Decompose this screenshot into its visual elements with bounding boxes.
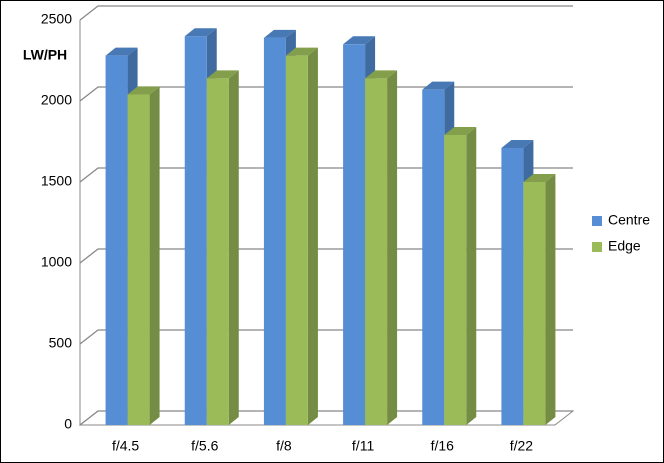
bar-top xyxy=(127,86,160,95)
grid-line xyxy=(79,329,573,345)
bar-top xyxy=(365,70,398,79)
bar-top xyxy=(206,70,239,79)
legend-label: Edge xyxy=(608,238,641,254)
bar xyxy=(206,78,229,425)
bar xyxy=(343,44,366,426)
bar xyxy=(184,36,207,425)
bar-side xyxy=(387,70,398,425)
x-tick-label: f/16 xyxy=(431,438,455,454)
bar-top xyxy=(422,81,455,90)
bar-top xyxy=(501,139,534,148)
bar xyxy=(127,94,150,426)
grid-line xyxy=(79,410,573,426)
bar xyxy=(422,89,445,425)
x-tick-label: f/11 xyxy=(352,438,375,454)
bar-top xyxy=(184,28,217,37)
bar-side xyxy=(149,86,160,426)
grid-line xyxy=(79,248,573,264)
x-tick-label: f/8 xyxy=(276,438,292,454)
y-axis-label: LW/PH xyxy=(23,47,67,63)
bar xyxy=(365,78,388,425)
legend-swatch xyxy=(592,242,602,252)
bar xyxy=(523,182,546,425)
y-tick-label: 500 xyxy=(49,335,73,351)
y-tick-label: 1000 xyxy=(41,254,72,270)
y-tick-label: 0 xyxy=(64,416,72,432)
x-tick-label: f/22 xyxy=(510,438,534,454)
bar xyxy=(501,147,524,426)
grid-line xyxy=(79,5,573,21)
x-tick-label: f/4.5 xyxy=(112,438,139,454)
bar-side xyxy=(307,47,318,425)
y-tick-label: 1500 xyxy=(41,173,72,189)
bar-side xyxy=(228,70,239,425)
grid-line xyxy=(79,167,573,183)
grid-line xyxy=(79,86,573,102)
bar xyxy=(285,55,308,425)
bar xyxy=(105,55,128,425)
y-tick-label: 2000 xyxy=(41,92,72,108)
bar-top xyxy=(285,47,318,56)
x-tick-label: f/5.6 xyxy=(191,438,218,454)
y-tick-label: 2500 xyxy=(41,11,72,27)
bar xyxy=(444,135,467,425)
legend-swatch xyxy=(592,216,602,226)
bar-side xyxy=(545,174,556,425)
bar-top xyxy=(263,29,296,38)
bar-side xyxy=(466,127,477,426)
legend-label: Centre xyxy=(608,212,650,228)
bar-top xyxy=(343,36,376,45)
bar-top xyxy=(105,47,138,56)
bar-top xyxy=(444,127,477,136)
bar-top xyxy=(523,174,556,182)
bar xyxy=(263,37,286,425)
